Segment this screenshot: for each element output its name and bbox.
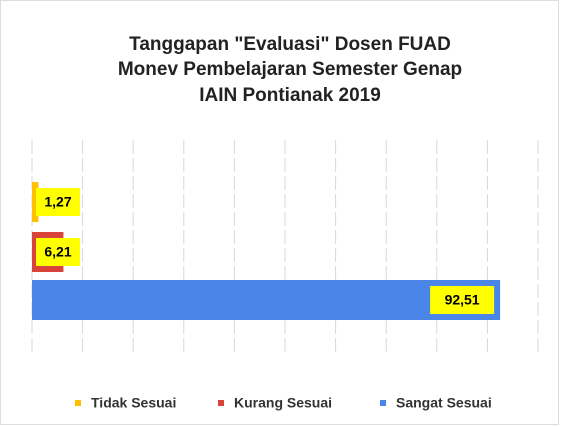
value-label-box — [36, 238, 80, 266]
value-label: 1,27 — [44, 194, 71, 210]
legend-swatch — [218, 400, 224, 406]
legend-label: Kurang Sesuai — [234, 395, 332, 411]
bar — [32, 182, 39, 222]
bar — [32, 280, 501, 320]
legend-swatch — [75, 400, 81, 406]
legend-label: Tidak Sesuai — [91, 395, 176, 411]
chart-title: Tanggapan "Evaluasi" Dosen FUAD — [129, 34, 451, 55]
chart-title: IAIN Pontianak 2019 — [199, 85, 381, 106]
legend-swatch — [380, 400, 386, 406]
value-label: 6,21 — [44, 244, 71, 260]
chart-title: Monev Pembelajaran Semester Genap — [118, 59, 462, 80]
legend-label: Sangat Sesuai — [396, 395, 492, 411]
value-label-box — [36, 188, 80, 216]
value-label-box — [430, 286, 495, 314]
value-label: 92,51 — [445, 292, 480, 308]
